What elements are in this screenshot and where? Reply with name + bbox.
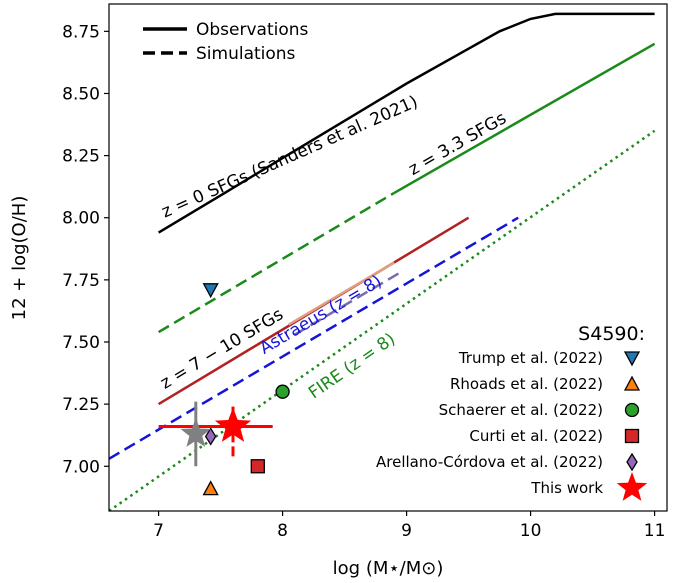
y-axis-label: 12 + log(O/H) (9, 196, 30, 321)
legend-label-trump-et-al-2022: Trump et al. (2022) (458, 349, 603, 367)
point-schaerer-et-al-2022 (275, 384, 290, 399)
series-lines (109, 12, 656, 511)
y-tick-label-7.25: 7.25 (62, 395, 100, 415)
x-tick-label-11: 11 (644, 521, 666, 541)
axes: 7 8 9 10 11 7.00 7.25 7.50 7.75 8.00 8.25 8.50 8.75 (62, 22, 665, 541)
x-axis-label: log (M⋆/M⊙) (333, 558, 444, 579)
series-line-z33-solid (393, 42, 656, 194)
series-line-z33-dash (157, 191, 395, 334)
series-line-astraeus-tan (288, 261, 395, 326)
legend-marker-schaerer-et-al-2022 (624, 402, 640, 418)
style-legend: Observations Simulations (143, 20, 309, 64)
x-tick-label-7: 7 (153, 521, 164, 541)
y-tick-label-7.75: 7.75 (62, 271, 100, 291)
legend-label-arellano-c-rdova-et-al-2022: Arellano-Córdova et al. (2022) (376, 453, 603, 471)
series-line-astraeus-purple (294, 271, 402, 336)
line-label-z33-solid: z = 3.3 SFGs (405, 108, 510, 180)
point-curti-et-al-2022 (250, 459, 265, 474)
legend-marker-trump-et-al-2022 (623, 351, 641, 367)
y-tick-label-7.50: 7.50 (62, 333, 100, 353)
points-legend: S4590: Trump et al. (2022) Rhoads et al. (… (376, 323, 648, 501)
x-tick-label-10: 10 (520, 521, 542, 541)
x-tick-label-8: 8 (277, 521, 288, 541)
legend-label-simulations: Simulations (196, 44, 296, 64)
line-label-fire: FIRE (z = 8) (305, 329, 399, 403)
data-points (158, 283, 290, 496)
series-line-z0 (157, 12, 655, 234)
legend-marker-this-work (616, 472, 648, 501)
plot-frame (108, 3, 668, 512)
legend-marker-curti-et-al-2022 (624, 428, 640, 444)
line-label-z0: z = 0 SFGs (Sanders et al. 2021) (159, 92, 421, 222)
point-trump-et-al-2022 (202, 283, 219, 299)
legend-label-curti-et-al-2022: Curti et al. (2022) (469, 427, 603, 445)
legend-label-rhoads-et-al-2022: Rhoads et al. (2022) (450, 375, 603, 393)
series-line-astraeus (109, 216, 519, 460)
legend-marker-arellano-c-rdova-et-al-2022 (626, 452, 638, 472)
y-tick-label-7.00: 7.00 (62, 457, 100, 477)
y-tick-label-8.25: 8.25 (62, 147, 100, 167)
y-tick-label-8.75: 8.75 (62, 22, 100, 42)
x-tick-label-9: 9 (401, 521, 412, 541)
y-tick-label-8.50: 8.50 (62, 84, 100, 104)
points-legend-title: S4590: (578, 323, 645, 345)
point-this-work (214, 407, 252, 442)
legend-label-observations: Observations (196, 20, 309, 40)
line-labels: z = 0 SFGs (Sanders et al. 2021)z = 3.3 … (157, 92, 510, 403)
legend-label-this-work: This work (530, 479, 603, 497)
series-line-fire (109, 129, 656, 511)
point-reference-6 (180, 418, 211, 447)
point-arellano-c-rdova-et-al-2022 (204, 427, 217, 446)
y-tick-label-8.00: 8.00 (62, 209, 100, 229)
point-rhoads-et-al-2022 (202, 480, 219, 496)
legend-label-schaerer-et-al-2022: Schaerer et al. (2022) (439, 401, 603, 419)
legend-marker-rhoads-et-al-2022 (623, 375, 641, 391)
